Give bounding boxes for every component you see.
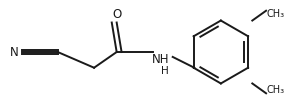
Text: NH: NH	[152, 53, 170, 66]
Text: CH₃: CH₃	[266, 9, 284, 19]
Text: CH₃: CH₃	[266, 85, 284, 95]
Text: H: H	[161, 66, 169, 76]
Text: N: N	[10, 46, 19, 58]
Text: O: O	[112, 8, 121, 21]
